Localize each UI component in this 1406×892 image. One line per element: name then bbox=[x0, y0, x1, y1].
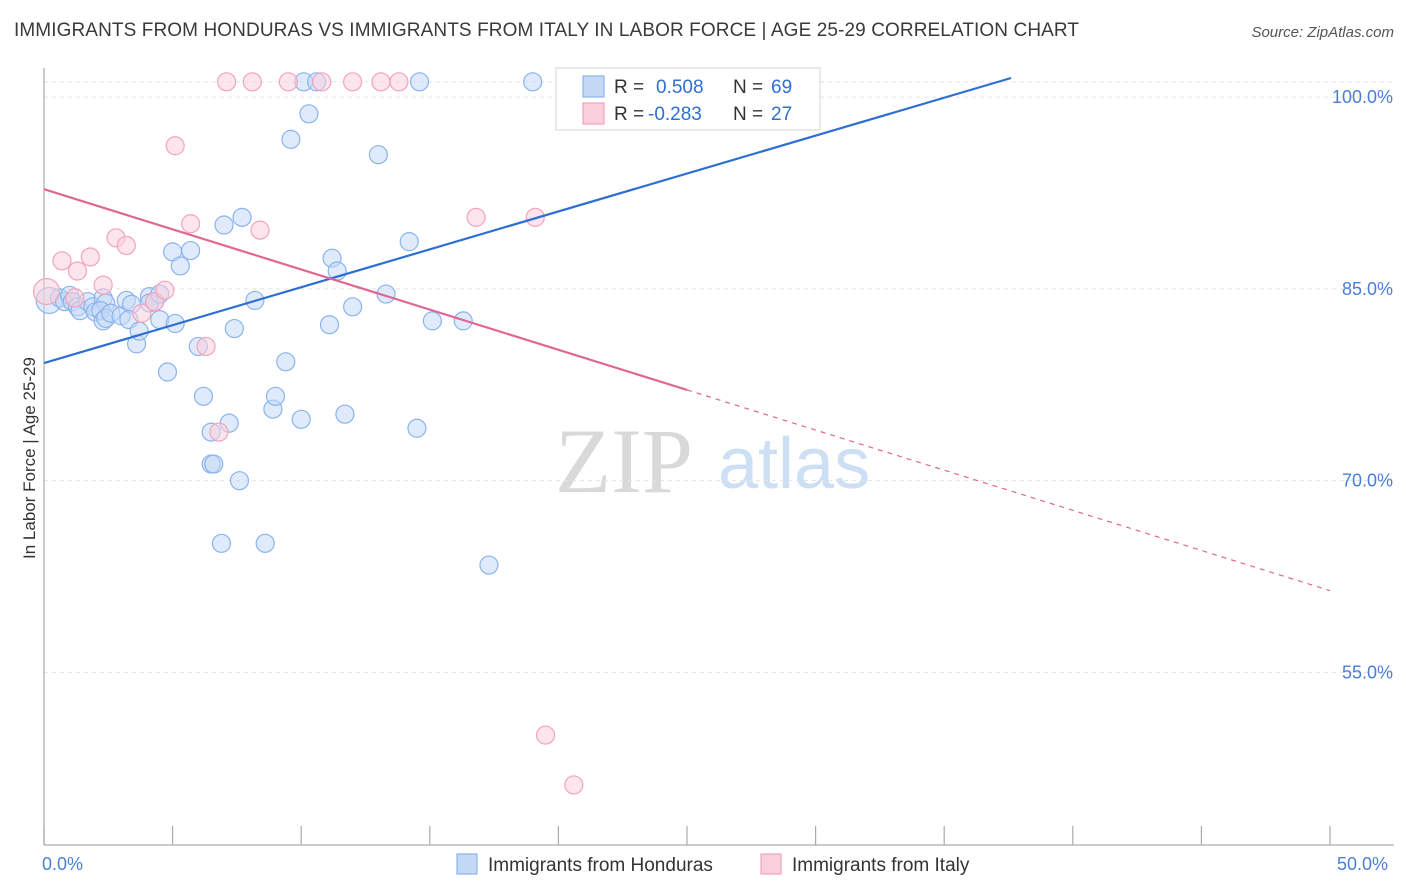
point-italy-7 bbox=[116, 235, 136, 256]
point-honduras-62 bbox=[409, 72, 430, 92]
point-honduras-65 bbox=[479, 555, 499, 575]
point-honduras-46 bbox=[265, 386, 286, 406]
point-honduras-33 bbox=[193, 386, 214, 406]
legend-swatch-italy bbox=[760, 853, 782, 875]
point-italy-19 bbox=[312, 72, 332, 92]
point-honduras-27 bbox=[157, 362, 178, 382]
point-italy-25 bbox=[535, 725, 556, 745]
point-honduras-38 bbox=[214, 215, 234, 235]
trend-line-honduras bbox=[43, 76, 1012, 365]
y-tick-labels: 100.0% 85.0% 70.0% 55.0% bbox=[1332, 87, 1393, 682]
point-honduras-53 bbox=[319, 315, 340, 335]
stats-n-label-italy: N = bbox=[733, 104, 763, 125]
point-italy-8 bbox=[132, 303, 152, 323]
point-honduras-60 bbox=[399, 232, 419, 252]
stats-swatch-italy bbox=[582, 102, 605, 125]
point-italy-3 bbox=[67, 261, 88, 281]
point-honduras-58 bbox=[368, 145, 388, 165]
stats-r-label-italy: R = bbox=[614, 104, 644, 125]
point-italy-12 bbox=[181, 214, 201, 234]
stats-r-value-italy: -0.283 bbox=[648, 104, 702, 125]
point-honduras-40 bbox=[224, 318, 244, 339]
point-honduras-44 bbox=[255, 533, 275, 553]
trend-lines bbox=[43, 76, 1331, 592]
point-italy-4 bbox=[80, 247, 100, 267]
y-tick-label-1: 85.0% bbox=[1342, 279, 1393, 299]
y-tick-label-3: 55.0% bbox=[1342, 662, 1393, 682]
watermark-atlas: atlas bbox=[718, 424, 870, 504]
point-honduras-51 bbox=[299, 104, 319, 124]
point-honduras-57 bbox=[343, 297, 363, 317]
trend-line-italy-extrapolated bbox=[686, 389, 1331, 592]
watermark-zip: ZIP bbox=[555, 410, 693, 512]
point-italy-13 bbox=[196, 336, 216, 357]
trend-line-italy bbox=[43, 188, 688, 391]
point-honduras-36 bbox=[204, 454, 224, 474]
legend-swatch-honduras bbox=[456, 853, 478, 875]
point-italy-17 bbox=[250, 220, 270, 240]
point-honduras-49 bbox=[291, 409, 311, 429]
point-italy-10 bbox=[155, 280, 175, 300]
point-italy-20 bbox=[343, 72, 363, 92]
point-honduras-42 bbox=[232, 207, 252, 227]
y-tick-label-2: 70.0% bbox=[1342, 471, 1393, 491]
point-honduras-47 bbox=[276, 352, 296, 372]
point-italy-16 bbox=[242, 72, 262, 92]
x-tick-label-max: 50.0% bbox=[1337, 854, 1388, 874]
legend-label-italy: Immigrants from Italy bbox=[792, 855, 970, 876]
point-honduras-31 bbox=[181, 240, 201, 261]
point-honduras-30 bbox=[170, 256, 190, 276]
point-honduras-61 bbox=[407, 418, 427, 438]
point-italy-0 bbox=[32, 277, 61, 306]
point-honduras-41 bbox=[229, 471, 250, 491]
point-italy-11 bbox=[165, 136, 185, 156]
point-italy-22 bbox=[389, 72, 409, 92]
stats-swatch-honduras bbox=[582, 75, 605, 98]
point-honduras-48 bbox=[281, 129, 301, 149]
point-honduras-66 bbox=[523, 72, 543, 92]
x-tick-label-min: 0.0% bbox=[42, 854, 83, 874]
stats-n-value-italy: 27 bbox=[771, 104, 792, 125]
chart-title: IMMIGRANTS FROM HONDURAS VS IMMIGRANTS F… bbox=[14, 20, 1080, 41]
stats-r-value-honduras: 0.508 bbox=[656, 77, 704, 98]
point-italy-5 bbox=[93, 275, 113, 295]
y-tick-label-0: 100.0% bbox=[1332, 87, 1393, 107]
stats-legend: R = 0.508 N = 69 R = -0.283 N = 27 bbox=[555, 67, 821, 131]
point-italy-14 bbox=[209, 422, 229, 442]
point-italy-26 bbox=[564, 775, 584, 795]
point-italy-23 bbox=[466, 207, 486, 227]
stats-r-label-honduras: R = bbox=[614, 77, 644, 98]
stats-n-label-honduras: N = bbox=[733, 77, 763, 98]
point-italy-18 bbox=[278, 72, 298, 92]
source-label: Source: ZipAtlas.com bbox=[1251, 24, 1394, 41]
point-italy-1 bbox=[52, 251, 72, 271]
stats-n-value-honduras: 69 bbox=[771, 77, 792, 98]
point-honduras-63 bbox=[422, 311, 442, 331]
point-honduras-37 bbox=[211, 533, 232, 553]
legend-label-honduras: Immigrants from Honduras bbox=[488, 855, 713, 876]
series-legend: Immigrants from Honduras Immigrants from… bbox=[456, 853, 970, 876]
y-axis-label: In Labor Force | Age 25-29 bbox=[20, 357, 39, 559]
point-honduras-56 bbox=[335, 404, 355, 424]
point-italy-21 bbox=[371, 72, 391, 92]
series-italy bbox=[32, 72, 584, 795]
point-italy-15 bbox=[217, 72, 237, 92]
gridlines bbox=[44, 81, 1394, 673]
x-ticks bbox=[43, 826, 1331, 845]
point-italy-2 bbox=[65, 288, 85, 308]
